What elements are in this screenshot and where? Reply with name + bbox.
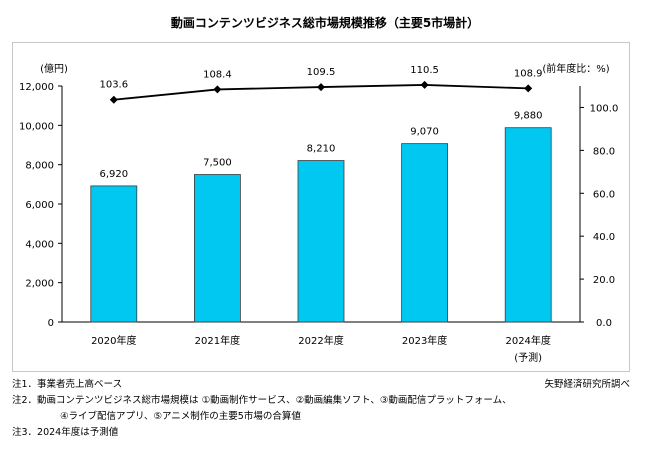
y-left-tick-label: 4,000 xyxy=(25,239,54,250)
y-left-tick-label: 0 xyxy=(48,318,54,329)
y-right-tick-label: 40.0 xyxy=(593,232,615,243)
source-credit: 矢野経済研究所調べ xyxy=(544,379,630,390)
chart-notes: 注1．事業者売上高ベース 注2．動画コンテンツビジネス総市場規模は ①動画制作サ… xyxy=(12,377,630,441)
chart-title: 動画コンテンツビジネス総市場規模推移（主要5市場計） xyxy=(170,16,480,30)
x-tick-sublabel: (予測) xyxy=(514,351,542,364)
y-left-tick-label: 12,000 xyxy=(19,82,54,93)
line-point xyxy=(524,84,533,93)
x-tick-label: 2020年度 xyxy=(91,334,136,347)
y-right-tick-label: 0.0 xyxy=(596,318,612,329)
y-left-tick-label: 2,000 xyxy=(25,279,54,290)
bar-data-label: 9,070 xyxy=(410,127,439,138)
line-data-label: 110.5 xyxy=(410,65,439,76)
note-2-continued: ④ライブ配信アプリ、⑤アニメ制作の主要5市場の合算値 xyxy=(60,411,301,422)
y-right-tick-label: 60.0 xyxy=(593,189,615,200)
chart-frame xyxy=(12,42,630,372)
y-right-tick-label: 100.0 xyxy=(590,103,619,114)
bar xyxy=(193,174,241,323)
y-axis-right-label: (前年度比：%) xyxy=(542,62,609,75)
line-data-label: 108.4 xyxy=(203,69,232,80)
y-left-tick-label: 6,000 xyxy=(25,200,54,211)
bar-data-label: 7,500 xyxy=(203,158,232,169)
line-data-label: 108.9 xyxy=(514,68,543,79)
bar xyxy=(297,160,345,323)
bar-data-label: 9,880 xyxy=(514,111,543,122)
bar xyxy=(401,143,449,323)
bar xyxy=(90,185,138,323)
x-tick-label: 2022年度 xyxy=(298,334,343,347)
bar-data-label: 6,920 xyxy=(99,169,128,180)
bar xyxy=(504,127,552,323)
x-tick-label: 2021年度 xyxy=(195,334,240,347)
y-left-tick-label: 10,000 xyxy=(19,121,54,132)
y-right-tick-label: 20.0 xyxy=(593,275,615,286)
x-tick-label: 2024年度 xyxy=(505,334,550,347)
y-right-tick-label: 80.0 xyxy=(593,146,615,157)
y-axis-left-label: (億円) xyxy=(40,62,68,75)
line-point xyxy=(109,95,118,104)
note-3: 注3．2024年度は予測値 xyxy=(12,427,119,438)
x-tick-label: 2023年度 xyxy=(402,334,447,347)
y-left-tick-label: 8,000 xyxy=(25,161,54,172)
note-2: 注2．動画コンテンツビジネス総市場規模は ①動画制作サービス、②動画編集ソフト、… xyxy=(12,395,512,406)
line-point xyxy=(213,85,222,94)
bar-data-label: 8,210 xyxy=(307,144,336,155)
line-point xyxy=(317,83,325,92)
line-data-label: 103.6 xyxy=(99,80,128,91)
note-1: 注1．事業者売上高ベース xyxy=(12,379,123,390)
line-data-label: 109.5 xyxy=(307,67,336,78)
line-point xyxy=(420,80,429,89)
